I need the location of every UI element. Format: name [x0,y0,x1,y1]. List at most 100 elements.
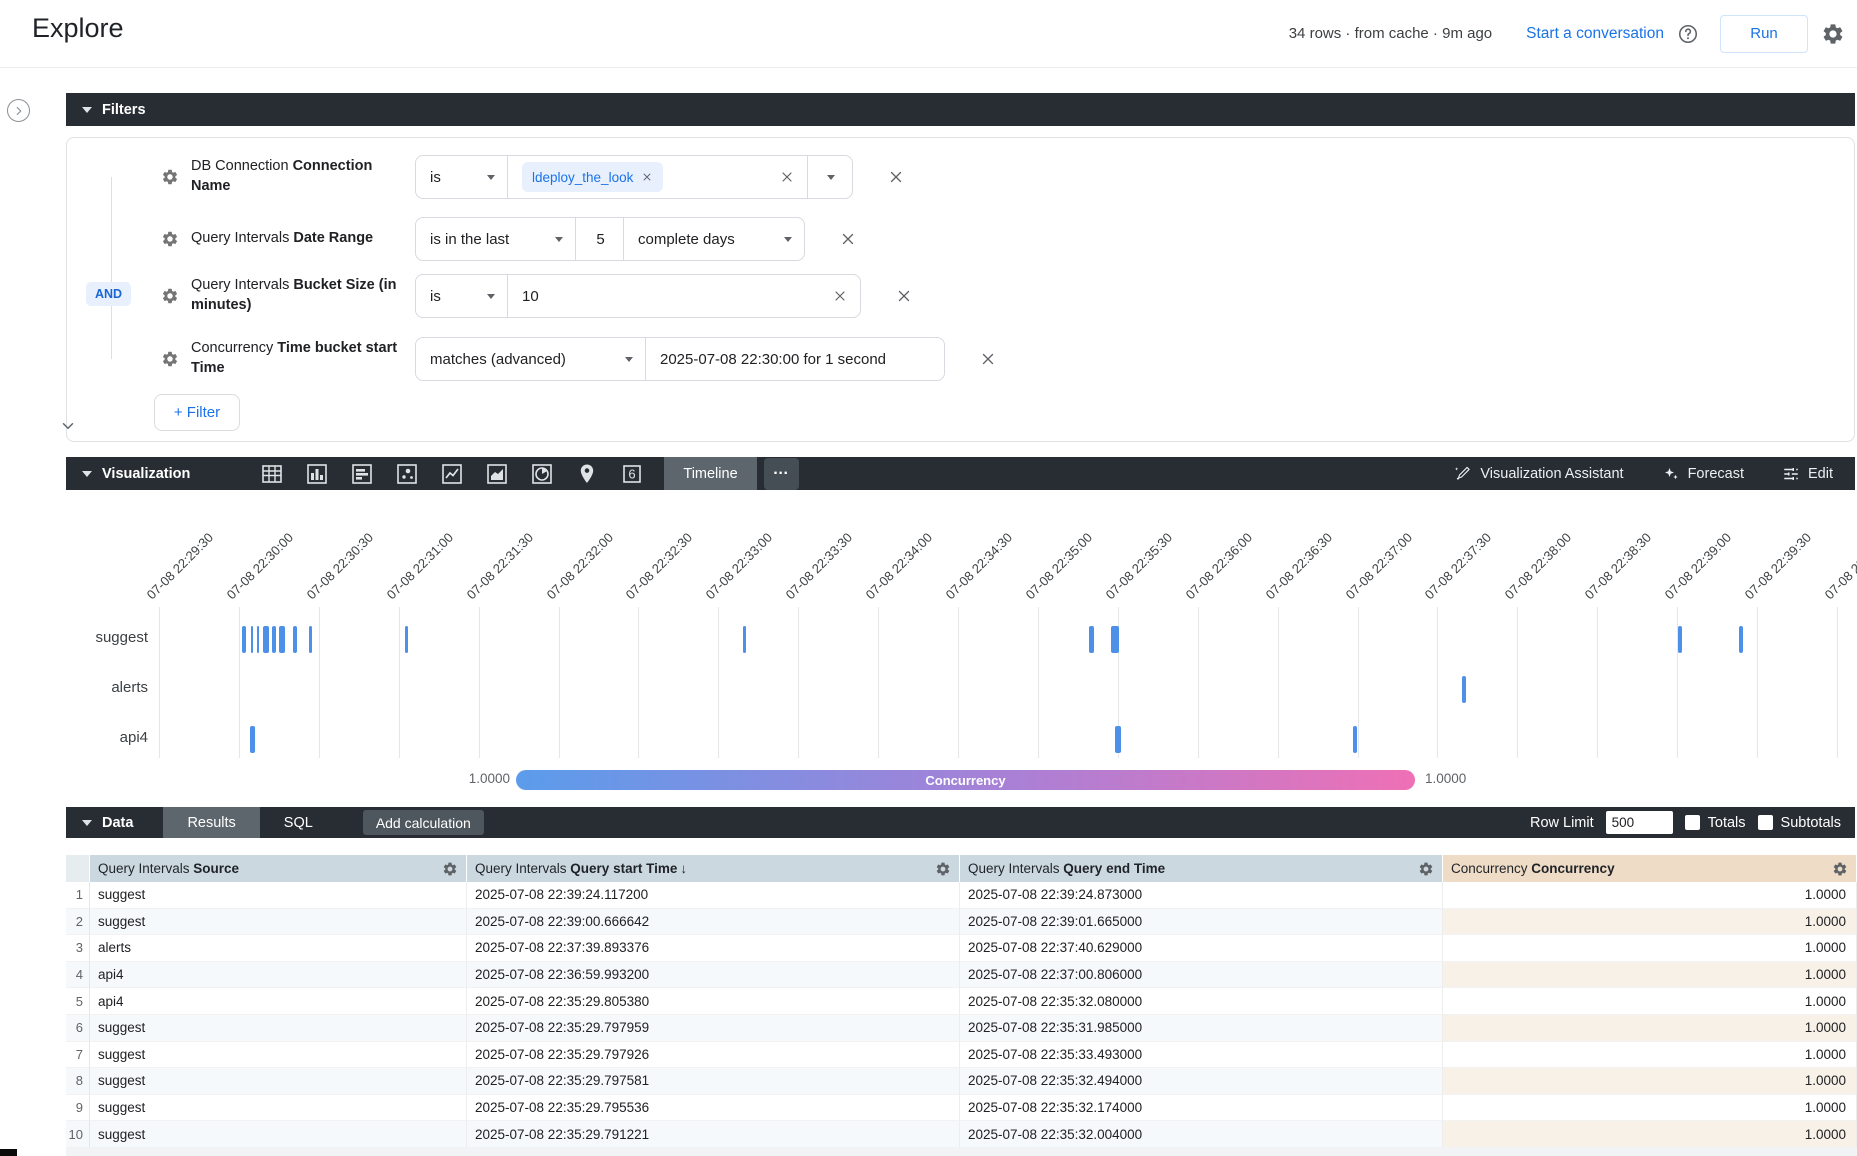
cell-query-start-time[interactable]: 2025-07-08 22:35:29.795536 [467,1094,960,1122]
column-header-query-end-time[interactable]: Query Intervals Query end Time [960,855,1443,882]
area-chart-icon[interactable] [485,462,509,486]
filter-operator-select[interactable]: is [416,156,508,198]
column-gear-icon[interactable] [935,861,951,877]
table-chart-icon[interactable] [260,462,284,486]
cell-source[interactable]: suggest [90,882,467,909]
add-filter-button[interactable]: + Filter [154,394,240,431]
timeline-mark[interactable] [405,626,409,653]
remove-filter-icon[interactable] [887,168,905,186]
filter-gear-icon[interactable] [161,168,179,186]
filters-section-bar[interactable]: Filters [66,93,1855,126]
tab-results[interactable]: Results [163,807,260,838]
filter-amount-input[interactable]: 5 [576,218,624,260]
timeline-mark[interactable] [262,626,269,653]
cell-source[interactable]: suggest [90,908,467,936]
edit-viz-button[interactable]: Edit [1782,465,1833,483]
timeline-mark[interactable] [1677,626,1682,653]
remove-filter-icon[interactable] [895,287,913,305]
timeline-mark[interactable] [1088,626,1094,653]
filter-operator-select[interactable]: matches (advanced) [416,338,646,380]
cell-concurrency[interactable]: 1.0000 [1443,882,1857,909]
collapse-triangle-icon[interactable] [82,819,92,826]
tab-timeline[interactable]: Timeline [664,457,757,490]
cell-query-start-time[interactable]: 2025-07-08 22:35:29.797581 [467,1068,960,1095]
clear-value-icon[interactable] [779,169,795,185]
clear-value-icon[interactable] [832,288,848,304]
filter-operator-select[interactable]: is in the last [416,218,576,260]
filter-unit-select[interactable]: complete days [624,218,804,260]
cell-concurrency[interactable]: 1.0000 [1443,1121,1857,1148]
remove-filter-icon[interactable] [979,350,997,368]
cell-query-end-time[interactable]: 2025-07-08 22:35:32.004000 [960,1121,1443,1148]
expand-field-picker-button[interactable] [7,99,30,122]
filter-gear-icon[interactable] [161,230,179,248]
filter-value-chip[interactable]: ldeploy_the_look [522,162,664,192]
cell-query-start-time[interactable]: 2025-07-08 22:35:29.797959 [467,1014,960,1042]
cell-concurrency[interactable]: 1.0000 [1443,1041,1857,1069]
tab-sql[interactable]: SQL [283,814,313,831]
timeline-mark[interactable] [1352,726,1357,753]
cell-query-end-time[interactable]: 2025-07-08 22:37:40.629000 [960,935,1443,962]
cell-source[interactable]: suggest [90,1041,467,1069]
column-header-query-start-time[interactable]: Query Intervals Query start Time ↓ [467,855,960,882]
timeline-mark[interactable] [1462,676,1467,703]
and-operator-badge[interactable]: AND [86,282,132,306]
subtotals-checkbox[interactable] [1757,815,1773,830]
timeline-mark[interactable] [271,626,276,653]
cell-query-start-time[interactable]: 2025-07-08 22:35:29.805380 [467,988,960,1015]
visualization-assistant-button[interactable]: Visualization Assistant [1454,465,1624,483]
cell-query-end-time[interactable]: 2025-07-08 22:35:32.494000 [960,1068,1443,1095]
cell-concurrency[interactable]: 1.0000 [1443,908,1857,936]
forecast-button[interactable]: Forecast [1662,465,1744,483]
remove-filter-icon[interactable] [839,230,857,248]
cell-query-start-time[interactable]: 2025-07-08 22:35:29.797926 [467,1041,960,1069]
run-button[interactable]: Run [1720,14,1808,53]
cell-source[interactable]: api4 [90,988,467,1015]
timeline-mark[interactable] [1111,626,1120,653]
scatter-chart-icon[interactable] [395,462,419,486]
column-gear-icon[interactable] [1832,861,1848,877]
cell-source[interactable]: suggest [90,1014,467,1042]
collapse-triangle-icon[interactable] [82,470,92,477]
cell-query-start-time[interactable]: 2025-07-08 22:36:59.993200 [467,961,960,989]
timeline-mark[interactable] [1739,626,1744,653]
timeline-mark[interactable] [242,626,247,653]
timeline-mark[interactable] [278,626,285,653]
row-chart-icon[interactable] [350,462,374,486]
pie-chart-icon[interactable] [530,462,554,486]
cell-source[interactable]: suggest [90,1121,467,1148]
cell-concurrency[interactable]: 1.0000 [1443,988,1857,1015]
row-limit-input[interactable] [1605,811,1673,834]
cell-query-start-time[interactable]: 2025-07-08 22:39:24.117200 [467,882,960,909]
cell-concurrency[interactable]: 1.0000 [1443,961,1857,989]
filter-gear-icon[interactable] [161,350,179,368]
cell-query-end-time[interactable]: 2025-07-08 22:35:33.493000 [960,1041,1443,1069]
cell-query-end-time[interactable]: 2025-07-08 22:37:00.806000 [960,961,1443,989]
add-calculation-button[interactable]: Add calculation [362,810,484,835]
cell-source[interactable]: suggest [90,1094,467,1122]
timeline-mark[interactable] [743,626,747,653]
cell-query-end-time[interactable]: 2025-07-08 22:35:32.174000 [960,1094,1443,1122]
line-chart-icon[interactable] [440,462,464,486]
cell-query-end-time[interactable]: 2025-07-08 22:35:32.080000 [960,988,1443,1015]
timeline-mark[interactable] [249,726,255,753]
filter-gear-icon[interactable] [161,287,179,305]
bar-chart-icon[interactable] [305,462,329,486]
cell-query-start-time[interactable]: 2025-07-08 22:39:00.666642 [467,908,960,936]
cell-source[interactable]: suggest [90,1068,467,1095]
cell-query-start-time[interactable]: 2025-07-08 22:35:29.791221 [467,1121,960,1148]
cell-query-end-time[interactable]: 2025-07-08 22:39:24.873000 [960,882,1443,909]
timeline-mark[interactable] [251,626,254,653]
column-header-concurrency[interactable]: Concurrency Concurrency [1443,855,1857,882]
settings-gear-icon[interactable] [1821,22,1845,46]
filter-value-input[interactable]: 2025-07-08 22:30:00 for 1 second [660,350,887,368]
filter-value-input[interactable]: 10 [508,275,860,317]
single-value-icon[interactable] [620,462,644,486]
cell-query-end-time[interactable]: 2025-07-08 22:39:01.665000 [960,908,1443,936]
filter-operator-select[interactable]: is [416,275,508,317]
column-gear-icon[interactable] [442,861,458,877]
horizontal-scrollbar-track[interactable] [66,1148,1857,1156]
cell-concurrency[interactable]: 1.0000 [1443,1068,1857,1095]
filter-value-area[interactable]: ldeploy_the_look [508,156,808,198]
cell-source[interactable]: api4 [90,961,467,989]
